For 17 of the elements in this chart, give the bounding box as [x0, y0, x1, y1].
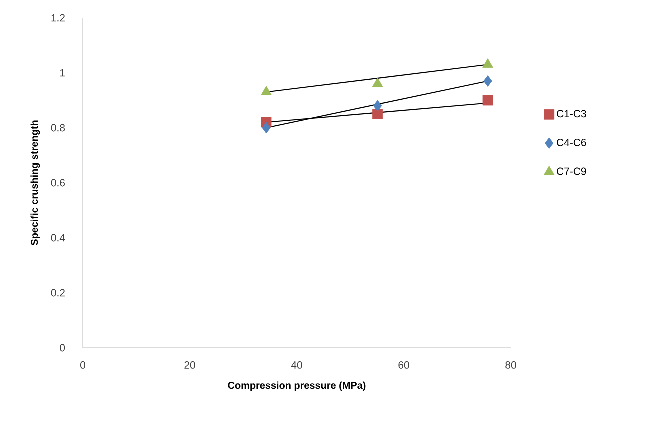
y-tick-label: 1.2: [52, 14, 65, 22]
y-tick-label: 0.4: [51, 234, 66, 242]
y-tick-label: 0.2: [51, 289, 65, 297]
y-tick-label: 1: [60, 69, 65, 77]
legend-label: C4-C6: [557, 139, 586, 146]
x-tick-label: 40: [291, 362, 302, 369]
x-tick-label: 0: [80, 362, 86, 369]
y-tick-label: 0.8: [51, 124, 66, 132]
y-tick-label: 0: [60, 344, 66, 352]
legend-label: C1-C3: [557, 110, 586, 118]
x-tick-label: 20: [184, 362, 196, 369]
y-tick-label: 0.6: [51, 179, 66, 187]
x-axis-title: Compression pressure (MPa): [228, 382, 366, 392]
legend-label: C7-C9: [557, 168, 586, 176]
x-tick-label: 60: [398, 362, 410, 369]
y-axis-title: Specific crushing strength: [30, 120, 40, 246]
x-tick-label: 80: [506, 362, 516, 369]
